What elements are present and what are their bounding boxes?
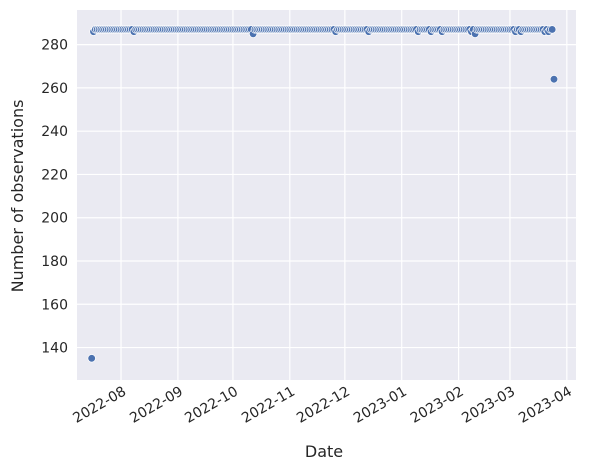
y-tick-label: 200	[41, 211, 68, 227]
data-point	[87, 354, 96, 363]
x-axis-label: Date	[305, 442, 343, 461]
data-points	[87, 25, 559, 363]
data-point	[548, 25, 557, 34]
y-axis-label: Number of observations	[8, 100, 27, 293]
x-tick-label: 2023-01	[351, 384, 410, 427]
data-point	[549, 75, 559, 84]
x-tick-label: 2023-02	[408, 384, 467, 427]
grid-lines	[77, 10, 576, 380]
y-axis: 140 160 180 200 220 240 260 280	[41, 38, 68, 357]
y-tick-label: 260	[41, 81, 68, 97]
x-tick-label: 2023-04	[516, 384, 575, 427]
x-tick-label: 2022-12	[294, 384, 353, 427]
y-tick-label: 280	[41, 38, 68, 54]
plot-background	[77, 10, 576, 380]
x-tick-label: 2022-10	[182, 384, 241, 427]
x-tick-label: 2022-09	[127, 384, 186, 427]
y-tick-label: 160	[41, 297, 68, 313]
y-tick-label: 180	[41, 254, 68, 270]
x-tick-label: 2023-03	[459, 384, 518, 427]
x-tick-label: 2022-08	[70, 384, 129, 427]
y-tick-label: 240	[41, 124, 68, 140]
x-axis: 2022-082022-092022-102022-112022-122023-…	[70, 384, 575, 427]
x-tick-label: 2022-11	[239, 384, 298, 427]
y-tick-label: 140	[41, 341, 68, 357]
y-tick-label: 220	[41, 167, 68, 183]
